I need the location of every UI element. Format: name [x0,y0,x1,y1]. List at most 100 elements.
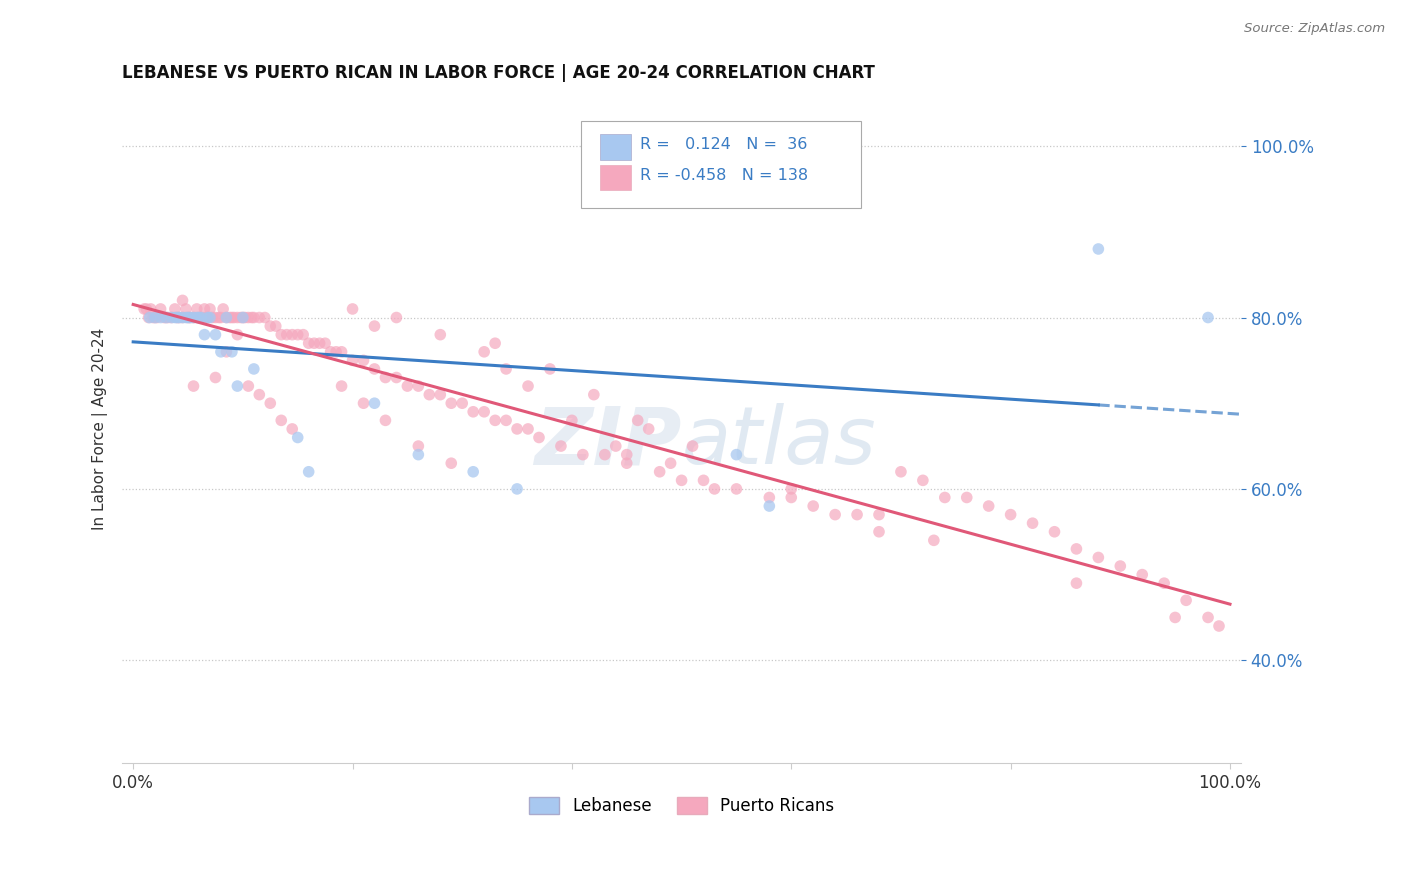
Point [1197,610,1219,624]
Point [232,310,254,325]
Point [149,310,172,325]
Text: R =   0.124   N =  36: R = 0.124 N = 36 [640,137,807,153]
Point [484,413,506,427]
Point [758,491,780,505]
Point [1175,593,1198,607]
Point [429,327,451,342]
Point [138,310,160,325]
Point [824,508,846,522]
Point [692,474,714,488]
Point [204,327,226,342]
Point [183,310,205,325]
Point [911,474,934,488]
Point [166,310,188,325]
Point [561,413,583,427]
Point [247,387,270,401]
Point [1197,310,1219,325]
Point [243,362,266,376]
Point [215,310,238,325]
Point [682,439,704,453]
Point [298,465,321,479]
Point [550,439,572,453]
Point [172,310,194,325]
Point [463,405,485,419]
Point [232,310,254,325]
Point [1021,516,1043,531]
Point [163,301,186,316]
Point [1164,610,1187,624]
Point [226,327,249,342]
Point [780,491,803,505]
Point [209,344,232,359]
Point [287,430,309,444]
Point [222,310,245,325]
Point [353,353,375,368]
Text: LEBANESE VS PUERTO RICAN IN LABOR FORCE | AGE 20-24 CORRELATION CHART: LEBANESE VS PUERTO RICAN IN LABOR FORCE … [122,64,875,82]
Point [259,319,281,334]
Point [198,310,221,325]
Point [780,482,803,496]
Point [179,310,201,325]
Point [186,301,208,316]
Point [495,413,517,427]
Point [270,413,292,427]
Point [440,456,463,470]
Legend: Lebanese, Puerto Ricans: Lebanese, Puerto Ricans [522,790,841,822]
Point [330,344,353,359]
Point [801,499,824,513]
Point [135,301,157,316]
Point [314,336,336,351]
Text: atlas: atlas [682,403,876,482]
Point [374,370,396,384]
Point [846,508,869,522]
Point [167,310,190,325]
Point [172,293,194,308]
Point [229,310,252,325]
Point [281,422,304,436]
Point [188,310,211,325]
Point [221,310,243,325]
Point [264,319,287,334]
Point [517,379,540,393]
Point [276,327,298,342]
Point [396,379,419,393]
Point [922,533,945,548]
Point [209,310,232,325]
Point [472,344,495,359]
Point [183,379,205,393]
Point [1130,567,1153,582]
Point [1066,541,1088,556]
Point [342,353,364,368]
Point [363,396,385,410]
Point [1043,524,1066,539]
Point [298,336,321,351]
Point [582,387,605,401]
Point [197,310,219,325]
Point [868,524,890,539]
Point [146,310,169,325]
Point [408,439,430,453]
Point [155,310,177,325]
Point [149,301,172,316]
Point [247,310,270,325]
Point [157,310,180,325]
Point [890,465,912,479]
Point [517,422,540,436]
Point [259,396,281,410]
Point [302,336,325,351]
Point [198,301,221,316]
Point [977,499,1000,513]
Point [292,327,315,342]
Point [270,327,292,342]
Point [287,327,309,342]
Point [605,439,627,453]
Point [1087,242,1109,256]
Point [308,336,330,351]
Point [218,310,240,325]
Point [174,310,197,325]
Point [616,448,638,462]
Point [238,379,260,393]
Point [240,310,263,325]
Point [190,310,212,325]
Point [495,362,517,376]
